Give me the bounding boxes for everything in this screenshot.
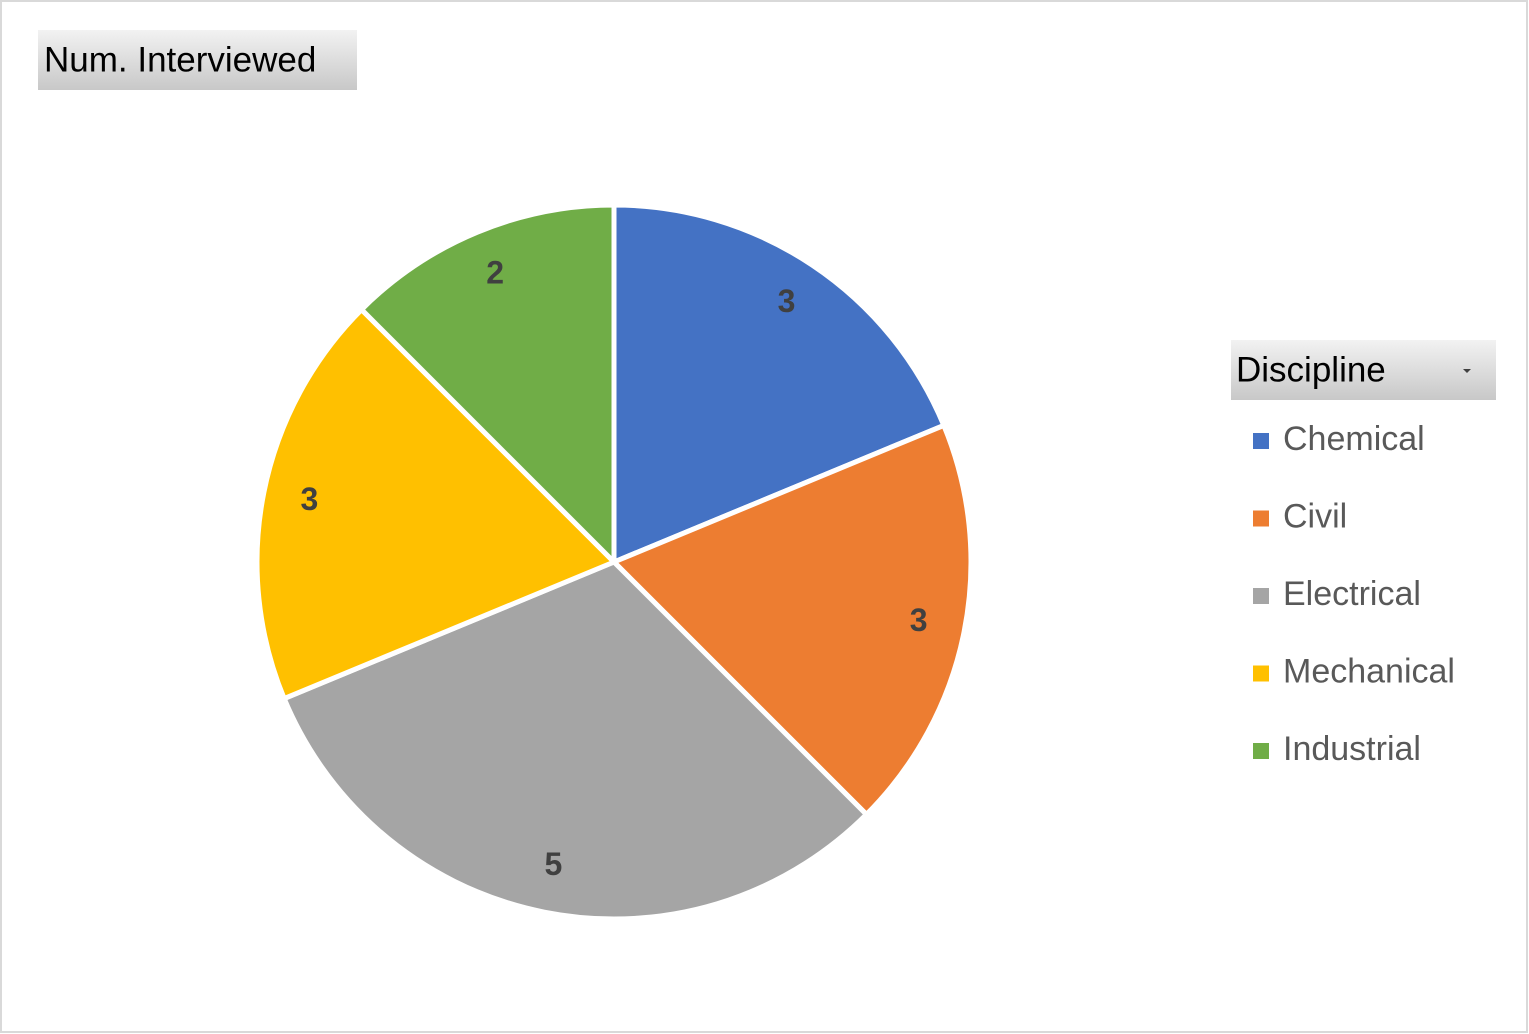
- data-label: 3: [910, 602, 928, 638]
- title-button[interactable]: [38, 30, 357, 90]
- legend-swatch: [1253, 743, 1269, 759]
- pie-slice: [359, 202, 617, 565]
- pie-slice: [254, 307, 617, 702]
- data-label: 3: [778, 283, 796, 319]
- legend-label: Mechanical: [1283, 652, 1455, 690]
- legend-filter-button[interactable]: [1231, 340, 1496, 400]
- legend-swatch: [1253, 510, 1269, 527]
- dropdown-arrow[interactable]: [1463, 369, 1471, 373]
- legend: Chemical Civil Electrical Mechanical Industr…: [1253, 420, 1455, 768]
- legend-label: Civil: [1283, 497, 1347, 535]
- pie: 3 3 5 3 2: [254, 202, 974, 922]
- pie-slice: [281, 559, 869, 922]
- legend-label: Electrical: [1283, 575, 1421, 613]
- legend-label: Chemical: [1283, 420, 1425, 458]
- pie-slice: [611, 422, 974, 817]
- data-label: 2: [486, 255, 504, 291]
- legend-label: Industrial: [1283, 730, 1421, 768]
- data-label: 5: [545, 846, 563, 882]
- legend-swatch: [1253, 433, 1269, 449]
- chart-title: Num. Interviewed: [44, 40, 316, 79]
- data-label: 3: [300, 481, 318, 517]
- legend-title: Discipline: [1236, 350, 1386, 389]
- legend-swatch: [1253, 665, 1269, 682]
- pie-slice: [611, 202, 947, 565]
- legend-swatch: [1253, 588, 1269, 604]
